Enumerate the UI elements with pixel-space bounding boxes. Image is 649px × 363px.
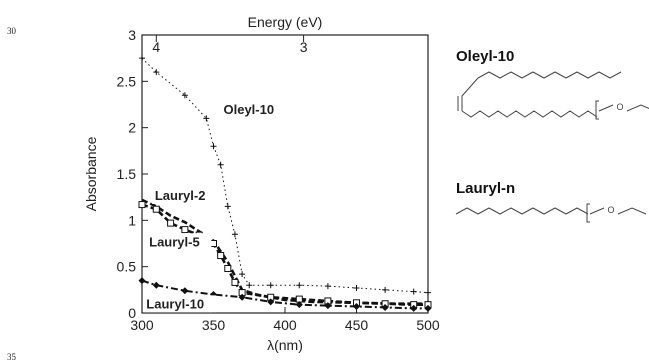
point-oleyl-10 [410,288,417,295]
point-lauryl-10 [381,303,389,311]
series-line-lauryl-10 [141,279,428,310]
point-lauryl-5 [167,219,175,227]
point-oleyl-10 [181,92,188,99]
point-lauryl-10 [324,302,332,310]
x-tick-label-350: 350 [202,317,226,333]
point-oleyl-10 [217,161,224,168]
lauryl-peg-chain [586,203,647,223]
point-oleyl-10 [224,203,231,210]
structure-title-oleyl-10: Oleyl-10 [456,48,515,65]
point-lauryl-5 [217,252,225,260]
y-axis-label: Absorbance [83,136,99,211]
point-oleyl-10 [210,143,217,150]
structure-title-lauryl-n: Lauryl-n [456,180,516,197]
x-tick-label-450: 450 [345,317,369,333]
point-lauryl-5 [231,278,239,286]
x-tick-label-400: 400 [273,317,297,333]
y-tick-label-1.5: 1.5 [117,166,137,182]
point-oleyl-10 [231,231,238,238]
x-tick-label-300: 300 [130,317,154,333]
point-oleyl-10 [296,282,303,289]
point-lauryl-10 [295,301,303,309]
annotation-lauryl-5: Lauryl-5 [149,234,200,249]
x-axis-label: λ(nm) [267,337,303,353]
lauryl-peg-chain-oxygen: O [607,205,614,215]
top-tick-label-3: 3 [300,39,308,55]
point-lauryl-10 [267,298,275,306]
lauryl-chain [455,207,589,215]
point-oleyl-10 [324,283,331,290]
point-oleyl-10 [239,271,246,278]
point-lauryl-5 [138,201,146,209]
line-number-35: 35 [7,352,16,362]
oleyl-lower-chain [461,110,598,118]
point-oleyl-10 [153,69,160,76]
oleyl-upper-chain [477,71,622,79]
y-tick-label-1: 1 [128,212,136,228]
point-lauryl-10 [138,277,146,285]
oleyl-double-bond [457,77,479,111]
point-oleyl-10 [139,55,145,62]
line-number-30: 30 [7,26,16,36]
y-tick-label-2: 2 [128,120,136,136]
point-lauryl-10 [424,304,432,312]
point-oleyl-10 [382,286,389,293]
oleyl-peg-chain-oxygen: O [616,102,623,112]
annotation-bg-lauryl-10 [143,295,216,313]
point-lauryl-10 [152,281,160,289]
point-oleyl-10 [246,282,253,289]
point-lauryl-10 [238,293,246,301]
point-lauryl-5 [181,226,189,234]
point-oleyl-10 [425,289,431,296]
point-oleyl-10 [267,282,274,289]
top-axis-label: Energy (eV) [248,14,323,30]
y-tick-label-2.5: 2.5 [117,73,137,89]
annotation-oleyl-10: Oleyl-10 [224,102,275,117]
point-lauryl-5 [224,265,232,273]
annotation-bg-lauryl-2 [151,186,218,204]
point-lauryl-5 [210,240,217,247]
annotation-lauryl-2: Lauryl-2 [155,188,206,203]
point-oleyl-10 [203,115,210,122]
series-line-lauryl-2 [141,198,428,306]
oleyl-peg-chain [595,100,649,120]
annotation-bg-oleyl-10 [220,100,286,118]
top-tick-label-4: 4 [152,39,160,55]
annotation-lauryl-10: Lauryl-10 [146,296,204,311]
y-tick-label-3: 3 [128,27,136,43]
y-tick-label-0.5: 0.5 [117,259,137,275]
structure-panel: OnOOHOnOOH [455,71,649,223]
point-lauryl-10 [181,287,189,295]
x-tick-label-500: 500 [416,317,440,333]
point-lauryl-5 [152,205,160,213]
point-lauryl-10 [410,304,418,312]
point-lauryl-10 [353,303,360,311]
point-oleyl-10 [353,284,360,291]
y-tick-label-0: 0 [128,305,136,321]
annotation-bg-lauryl-5 [146,233,212,251]
plot-frame [141,34,429,314]
